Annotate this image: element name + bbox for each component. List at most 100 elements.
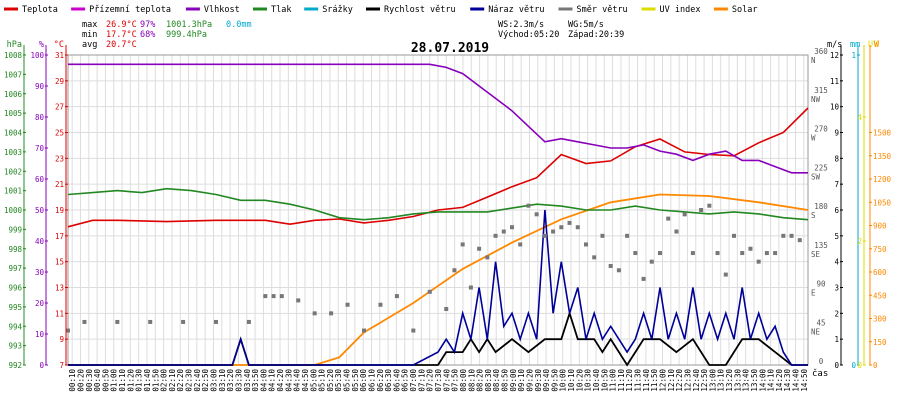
time-tick-label: 08:20: [476, 369, 485, 392]
wind-direction-point: [658, 251, 662, 256]
time-tick-label: 12:50: [700, 369, 709, 392]
time-tick-label: 01:00: [110, 369, 119, 392]
time-tick-label: 06:40: [392, 369, 401, 392]
time-tick-label: 04:30: [284, 369, 293, 392]
time-tick-label: 02:20: [176, 369, 185, 392]
stat-min-temp: 17.7°C: [106, 30, 137, 40]
solar-area: [68, 193, 809, 366]
time-tick-label: 00:30: [85, 369, 94, 392]
time-tick-label: 03:20: [226, 369, 235, 392]
wind-direction-point: [518, 242, 523, 247]
ms-tick-label: 11: [830, 77, 839, 86]
wind-direction-point: [756, 259, 761, 264]
wind-direction-point: [444, 307, 449, 312]
time-tick-label: 09:00: [509, 369, 518, 392]
ms-tick-label: 8: [834, 154, 839, 163]
time-tick-label: 02:50: [201, 369, 210, 392]
stat-max-label: max: [82, 20, 97, 30]
temp-tick-label: 21: [55, 180, 64, 189]
time-tick-label: 10:20: [575, 369, 584, 392]
wind-direction-point: [789, 233, 794, 238]
time-tick-label: 10:00: [559, 369, 568, 392]
time-tick-label: 11:50: [650, 369, 659, 392]
hPa-tick-label: 994: [8, 322, 22, 331]
time-tick-label: 05:00: [309, 369, 318, 392]
ms-tick-label: 1: [834, 335, 839, 344]
temp-tick-label: 9: [59, 335, 64, 344]
time-tick-label: 14:20: [775, 369, 784, 392]
time-tick-label: 06:10: [367, 369, 376, 392]
wind-direction-point: [723, 272, 728, 277]
series-lines: [67, 63, 809, 367]
wind-direction-point: [797, 238, 802, 243]
w-axis-title: W: [874, 40, 880, 50]
w-tick-label: 1200: [873, 175, 892, 184]
time-tick-label: 10:10: [567, 369, 576, 392]
hPa-axis-title: hPa: [7, 40, 22, 50]
wind-direction-point: [271, 294, 276, 299]
wind-direction-point: [394, 294, 399, 299]
hPa-tick-label: 1008: [4, 51, 23, 60]
time-tick-label: 12:40: [692, 369, 701, 392]
legend-label: Teplota: [22, 5, 58, 15]
wind-direction-point: [732, 233, 736, 238]
dir-tick-label: 135: [814, 241, 828, 250]
time-tick-label: 12:20: [675, 369, 684, 392]
temp-tick-label: 11: [55, 309, 64, 318]
axes: 00:10 00:20 00:30 00:40 00:50 01:00 01:10 01:20…: [4, 40, 892, 392]
stats-block: max 26.9°C 97% 1001.3hPa 0.0mm min 17.7°…: [82, 20, 624, 50]
time-tick-label: 08:10: [467, 369, 476, 392]
temp-tick-label: 29: [55, 77, 64, 86]
hPa-tick-label: 997: [8, 264, 22, 273]
series-teplota: [67, 107, 809, 228]
wind-direction-point: [559, 225, 564, 230]
temp-tick-label: 25: [55, 129, 64, 138]
w-tick-label: 750: [873, 245, 887, 254]
uv-tick-label: 2: [857, 237, 862, 246]
wind-direction-point: [641, 276, 646, 281]
series-solar: [68, 193, 809, 366]
hPa-tick-label: 1004: [4, 129, 23, 138]
time-tick-label: 02:40: [193, 369, 202, 392]
time-tick-label: 02:10: [168, 369, 177, 392]
hPa-tick-label: 1007: [4, 70, 22, 79]
time-tick-label: 11:20: [625, 369, 634, 392]
wind-direction-point: [214, 319, 218, 324]
wind-direction-point: [468, 285, 473, 290]
stat-wg: WG:5m/s: [568, 20, 604, 30]
stat-avg-temp: 20.7°C: [106, 40, 137, 50]
time-tick-label: 04:40: [293, 369, 302, 392]
temp-tick-label: 31: [55, 51, 64, 60]
uv-tick-label: 0: [857, 361, 862, 370]
time-tick-label: 07:30: [434, 369, 443, 392]
chart-title: 28.07.2019: [411, 41, 489, 56]
time-tick-label: 10:40: [592, 369, 601, 392]
time-axis-label: čas: [812, 368, 828, 379]
time-tick-label: 09:20: [525, 369, 534, 392]
w-tick-label: 150: [873, 338, 887, 347]
wind-direction-point: [501, 229, 506, 234]
pct-tick-label: 90: [35, 82, 45, 91]
temp-tick-label: 19: [55, 206, 64, 215]
time-tick-label: 01:40: [143, 369, 152, 392]
series-n-raz-v-tru: [68, 209, 808, 366]
legend-label: Náraz větru: [488, 5, 544, 15]
time-tick-label: 05:20: [326, 369, 335, 392]
ms-tick-label: 4: [834, 258, 839, 267]
wind-direction-point: [707, 203, 712, 208]
mm-tick-label: 1: [851, 51, 856, 60]
time-tick-label: 14:10: [767, 369, 776, 392]
w-tick-label: 300: [873, 315, 887, 324]
wind-direction-point: [312, 311, 317, 316]
dir-compass-label: SE: [811, 250, 821, 259]
hPa-tick-label: 996: [8, 284, 22, 293]
pct-tick-label: 70: [35, 144, 45, 153]
time-tick-label: 01:20: [126, 369, 135, 392]
wind-direction-point: [452, 268, 457, 273]
pct-tick-label: 40: [35, 237, 45, 246]
w-tick-label: 1350: [873, 152, 892, 161]
time-tick-label: 05:10: [318, 369, 327, 392]
wind-direction-point: [246, 319, 251, 324]
time-tick-label: 04:10: [268, 369, 277, 392]
